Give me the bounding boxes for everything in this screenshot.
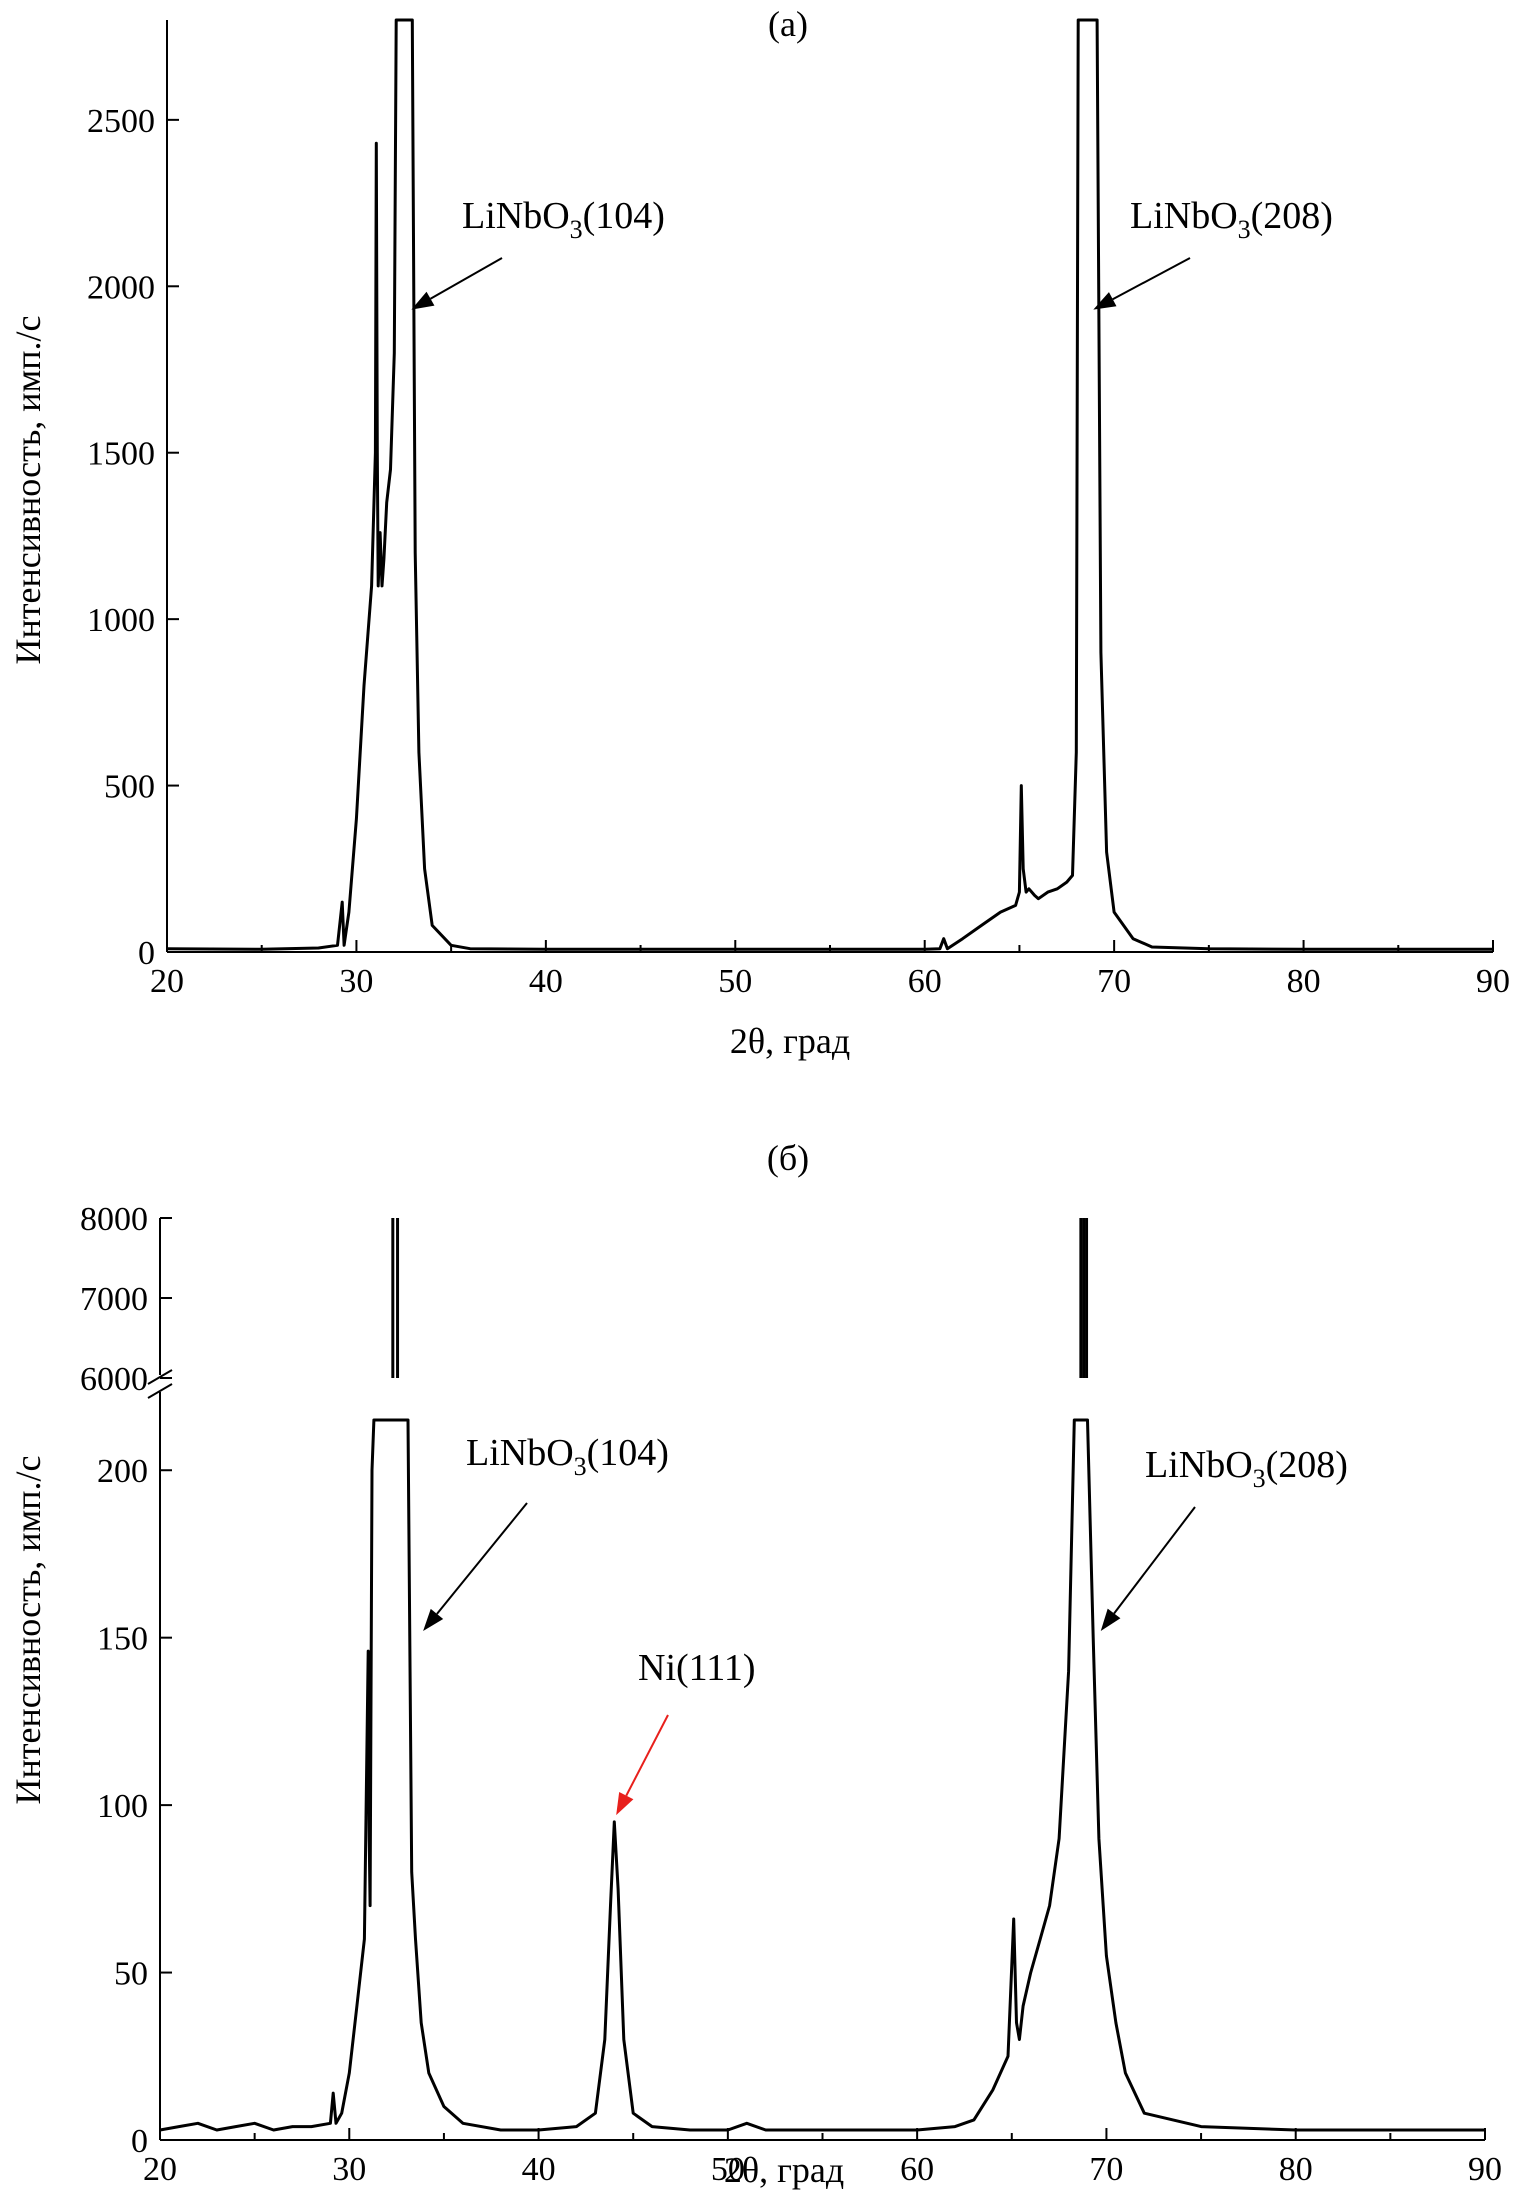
panel-b-y-tick-label: 0 bbox=[131, 2123, 148, 2160]
panel-a-x-tick-label: 90 bbox=[1476, 963, 1510, 1000]
panel-a: (а) 20 30 40 50 60 70 80 90 0 500 1000 1500 2000 250… bbox=[8, 4, 1510, 1061]
panel-b-y-tick-label-upper: 6000 bbox=[80, 1361, 148, 1398]
panel-a-series-line bbox=[166, 18, 1493, 951]
panel-a-annotation-arrow bbox=[411, 257, 503, 310]
panel-a-x-tick-label: 70 bbox=[1097, 963, 1131, 1000]
panel-a-x-tick-label: 40 bbox=[529, 963, 563, 1000]
panel-b-annotation-label: LiNbO3(104) bbox=[466, 1432, 669, 1481]
panel-b-series-line-lower bbox=[159, 1418, 1485, 2132]
panel-a-annotation-label: LiNbO3(104) bbox=[462, 195, 665, 244]
panel-b-y-tick-label-upper: 8000 bbox=[80, 1201, 148, 1238]
panel-b-annotation-arrow bbox=[616, 1714, 669, 1816]
panel-a-x-tick-label: 60 bbox=[908, 963, 942, 1000]
panel-b-y-tick-label-upper: 7000 bbox=[80, 1281, 148, 1318]
panel-b-axes bbox=[147, 1218, 1485, 2141]
panel-a-y-ticks: 0 500 1000 1500 2000 2500 bbox=[87, 103, 179, 972]
panel-a-x-tick-label: 20 bbox=[150, 963, 184, 1000]
panel-b-x-tick-label: 70 bbox=[1089, 2151, 1123, 2188]
panel-a-y-tick-label: 1500 bbox=[87, 436, 155, 473]
panel-a-x-tick-label: 50 bbox=[718, 963, 752, 1000]
panel-a-y-tick-label: 0 bbox=[138, 935, 155, 972]
panel-b-label: (б) bbox=[767, 1138, 809, 1178]
panel-b-y-ticks: 0 50 100 150 200 6000 7000 8000 bbox=[80, 1201, 172, 2160]
panel-a-y-tick-label: 2500 bbox=[87, 103, 155, 140]
panel-a-annotation-label: LiNbO3(208) bbox=[1130, 195, 1333, 244]
panel-a-x-tick-label: 30 bbox=[339, 963, 373, 1000]
panel-a-y-tick-label: 2000 bbox=[87, 269, 155, 306]
panel-a-y-tick-label: 1000 bbox=[87, 602, 155, 639]
panel-b-x-tick-label: 90 bbox=[1468, 2151, 1502, 2188]
panel-b-annotation-label: LiNbO3(208) bbox=[1145, 1444, 1348, 1493]
panel-b-series-line-upper bbox=[391, 1218, 1089, 1378]
panel-b-x-tick-label: 20 bbox=[143, 2151, 177, 2188]
panel-b-x-tick-label: 50 bbox=[711, 2151, 745, 2188]
panel-a-y-tick-label: 500 bbox=[104, 769, 155, 806]
panel-b-annotations: LiNbO3(104) LiNbO3(208) Ni(111) bbox=[423, 1432, 1348, 1816]
panel-b-x-tick-label: 40 bbox=[522, 2151, 556, 2188]
panel-b-y-axis-title: Интенсивность, имп./с bbox=[8, 1455, 48, 1804]
panel-b-y-tick-label: 150 bbox=[97, 1621, 148, 1658]
panel-b-annotation-arrow bbox=[423, 1502, 528, 1631]
panel-a-x-axis-title: 2θ, град bbox=[730, 1021, 850, 1061]
panel-b-x-tick-label: 60 bbox=[900, 2151, 934, 2188]
panel-b-x-axis-title: 2θ, град bbox=[724, 2150, 844, 2190]
panel-b-y-tick-label: 200 bbox=[97, 1453, 148, 1490]
panel-b-x-tick-label: 30 bbox=[332, 2151, 366, 2188]
panel-b-axis-break-mark bbox=[147, 1383, 173, 1399]
panel-b: (б) 20 30 40 50 60 70 80 90 0 50 100 150 200 6000 700… bbox=[8, 1138, 1502, 2190]
panel-a-axes bbox=[166, 20, 1493, 953]
panel-a-label: (а) bbox=[768, 4, 808, 44]
panel-a-annotation-arrow bbox=[1093, 257, 1191, 310]
panel-b-x-tick-label: 80 bbox=[1279, 2151, 1313, 2188]
panel-a-x-tick-label: 80 bbox=[1287, 963, 1321, 1000]
panel-a-x-ticks: 20 30 40 50 60 70 80 90 bbox=[150, 940, 1510, 1000]
panel-b-annotation-label: Ni(111) bbox=[638, 1647, 756, 1689]
panel-b-y-tick-label: 100 bbox=[97, 1788, 148, 1825]
panel-b-y-tick-label: 50 bbox=[114, 1956, 148, 1993]
panel-b-annotation-arrow bbox=[1100, 1506, 1196, 1631]
panel-a-annotations: LiNbO3(104) LiNbO3(208) bbox=[411, 195, 1333, 310]
panel-a-y-axis-title: Интенсивность, имп./с bbox=[8, 315, 48, 664]
panel-b-x-ticks: 20 30 40 50 60 70 80 90 bbox=[143, 2128, 1502, 2188]
